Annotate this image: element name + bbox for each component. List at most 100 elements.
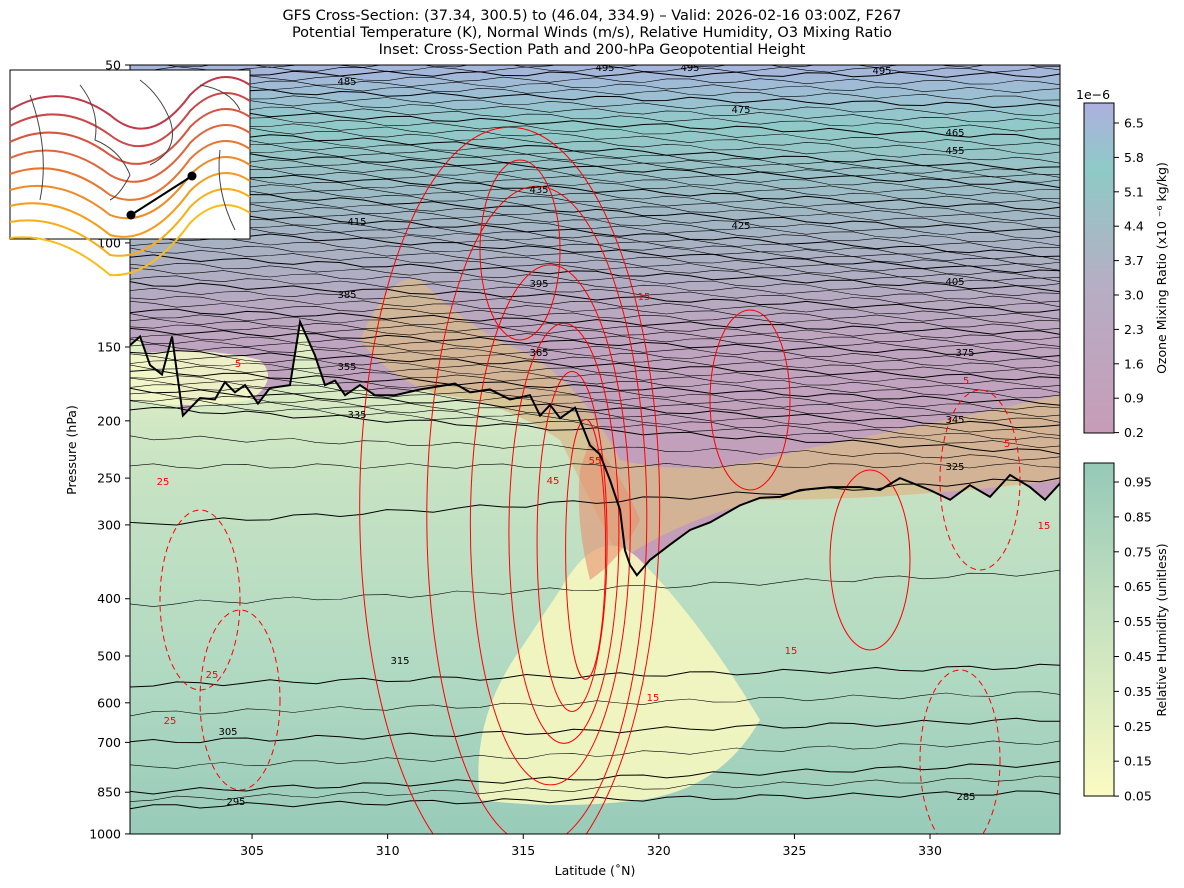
theta-label: 435	[529, 185, 548, 196]
colorbar-tick-label: 0.25	[1124, 719, 1152, 734]
theta-label: 295	[226, 797, 245, 808]
theta-contour-420	[130, 217, 1060, 265]
inset-height-contour	[9, 156, 251, 220]
theta-label: 475	[731, 105, 750, 116]
colorbar-tick-label: 0.35	[1124, 684, 1152, 699]
theta-label: 325	[945, 462, 964, 473]
theta-contour-305	[130, 717, 1060, 744]
theta-contour-367.5	[130, 343, 1060, 376]
theta-label: 495	[680, 63, 699, 74]
theta-contour-382.5	[130, 313, 1060, 341]
ozone-colorbar-exponent: 1e−6	[1076, 87, 1110, 102]
theta-contour-362.5	[130, 353, 1060, 388]
colorbar-tick-label: 0.45	[1124, 649, 1152, 664]
theta-contour-452.5	[130, 156, 1060, 193]
theta-contour-290	[130, 775, 1060, 802]
wind-label: 45	[547, 476, 560, 487]
wind-label: 15	[1038, 521, 1051, 532]
wind-contour	[469, 264, 631, 786]
inset-height-contour	[9, 76, 251, 130]
y-tick-label: 400	[97, 591, 121, 606]
theta-contour-437.5	[130, 183, 1060, 228]
y-tick-label: 50	[105, 58, 121, 73]
theta-label: 495	[595, 63, 614, 74]
wind-label: 25	[157, 477, 170, 488]
y-tick-label: 700	[97, 735, 121, 750]
tropopause-fold-shading	[360, 278, 1060, 560]
ozone-colorbar	[1083, 102, 1115, 434]
theta-contour-402.5	[130, 263, 1060, 297]
theta-label: 305	[218, 727, 237, 738]
wind-label: 15	[647, 693, 660, 704]
theta-contour-460	[130, 140, 1060, 178]
theta-contour-385	[130, 308, 1060, 335]
tropopause-line	[130, 318, 1060, 577]
rh-colorbar-label: Relative Humidity (unitless)	[1154, 543, 1169, 716]
theta-contour-347.5	[130, 384, 1060, 423]
x-tick-label: 315	[511, 843, 535, 858]
wind-label: 15	[785, 646, 798, 657]
wind-contour	[199, 609, 281, 791]
theta-label: 455	[945, 146, 964, 157]
rh-colorbar	[1083, 462, 1115, 797]
theta-contour-490	[130, 79, 1060, 94]
theta-contour-320	[130, 569, 1060, 607]
inset-coastlines	[29, 79, 241, 231]
theta-contour-315	[130, 663, 1060, 688]
theta-label: 355	[337, 362, 356, 373]
theta-label: 415	[347, 217, 366, 228]
wind-contour	[359, 126, 661, 834]
wind-label: 25	[206, 670, 219, 681]
theta-contour-462.5	[130, 134, 1060, 175]
inset-path-end-marker	[187, 171, 197, 181]
theta-label: 425	[731, 221, 750, 232]
theta-contour-470	[130, 117, 1060, 155]
y-tick-label: 300	[97, 517, 121, 532]
inset-height-contour	[9, 172, 251, 238]
theta-contour-300	[130, 740, 1060, 769]
colorbar-tick-label: 2.3	[1124, 322, 1144, 337]
theta-label: 335	[347, 410, 366, 421]
theta-contour-430	[130, 198, 1060, 247]
wind-contour	[479, 159, 561, 341]
wind-contour	[508, 322, 620, 744]
theta-contour-395	[130, 281, 1060, 313]
title-line-1: GFS Cross-Section: (37.34, 300.5) to (46…	[282, 8, 902, 24]
theta-label: 365	[529, 348, 548, 359]
y-tick-label: 850	[97, 785, 121, 800]
colorbar-tick-label: 5.1	[1124, 184, 1144, 199]
x-tick-label: 320	[647, 843, 671, 858]
inset-height-contour	[9, 108, 251, 165]
colorbar-tick-label: 0.85	[1124, 509, 1152, 524]
theta-contour-330	[130, 462, 1060, 469]
theta-contour-492.5	[130, 74, 1060, 86]
inset-cross-section-path	[130, 175, 193, 216]
wind-contour	[919, 669, 1001, 834]
y-tick-label: 500	[97, 649, 121, 664]
colorbar-tick-label: 6.5	[1124, 116, 1144, 131]
theta-contour-295	[130, 760, 1060, 795]
theta-contour-427.5	[130, 205, 1060, 251]
y-tick-label: 250	[97, 471, 121, 486]
inset-height-contour	[9, 188, 251, 257]
theta-contour-392.5	[130, 287, 1060, 320]
theta-contour-412.5	[130, 234, 1060, 279]
y-axis-label: Pressure (hPa)	[64, 405, 79, 495]
theta-contour-285	[130, 790, 1060, 810]
title-line-3: Inset: Cross-Section Path and 200-hPa Ge…	[378, 42, 806, 58]
theta-contour-467.5	[130, 123, 1060, 164]
theta-contour-447.5	[130, 165, 1060, 204]
theta-contour-360	[130, 360, 1060, 393]
inset-path-start-marker	[126, 210, 136, 220]
theta-label: 285	[956, 792, 975, 803]
theta-label: 345	[945, 415, 964, 426]
theta-contour-415	[130, 229, 1060, 274]
x-tick-label: 310	[376, 843, 400, 858]
theta-contour-342.5	[130, 392, 1060, 436]
theta-contour-495	[130, 70, 1060, 78]
theta-contour-325	[130, 477, 1060, 526]
theta-contour-355	[130, 369, 1060, 406]
colorbar-tick-label: 0.15	[1124, 754, 1152, 769]
